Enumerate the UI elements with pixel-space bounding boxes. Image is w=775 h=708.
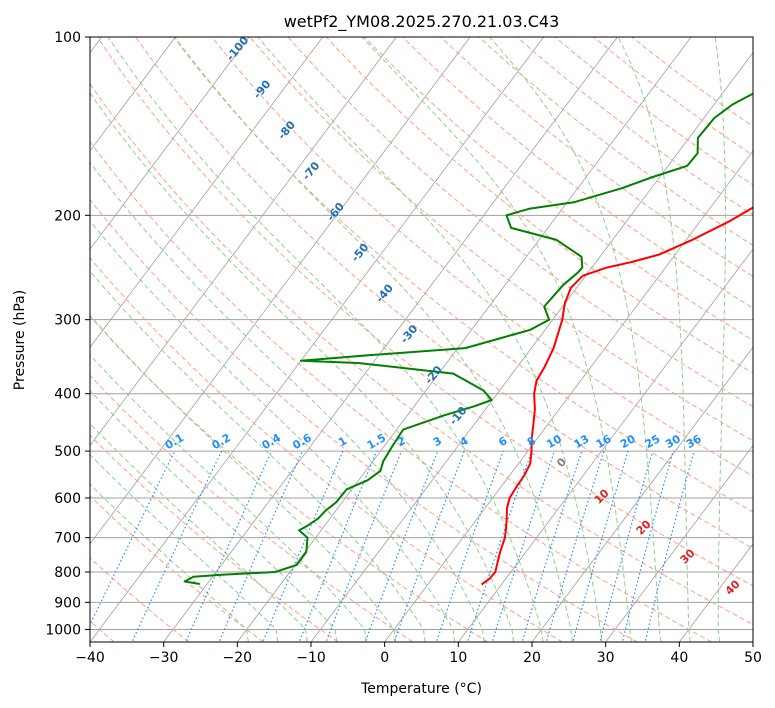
mixing-ratio-line [298,450,378,642]
isotherm-line [90,37,545,642]
y-tick-label: 300 [54,313,81,329]
dry-adiabat-line [90,374,414,642]
x-tick-label: 40 [670,650,688,666]
moist-adiabat-line [489,37,662,642]
x-tick-label: −20 [223,650,253,666]
y-tick-label: 900 [54,595,81,611]
dry-adiabat-line [90,557,190,642]
y-tick-label: 1000 [45,622,81,638]
moist-adiabat-line [90,314,397,642]
dry-adiabat-line [90,256,563,642]
moist-adiabat-line [90,483,249,642]
mixing-ratio-line [393,450,465,642]
plot-frame [89,36,754,643]
moist-adiabat-line [617,37,691,642]
dry-adiabat-line [135,37,753,550]
dry-adiabat-line [90,434,339,642]
y-tick-label: 200 [54,208,81,224]
moist-adiabat-line [90,389,338,642]
mixing-ratio-line [131,450,223,642]
dry-adiabat-line [90,495,264,642]
mixing-ratio-line [521,450,583,642]
mixing-ratio-line [644,450,695,642]
moist-adiabat-line [90,270,426,642]
isotherm-line [752,641,753,642]
x-tick-label: 0 [380,650,389,666]
x-tick-label: −40 [75,650,105,666]
isotherm-line [90,37,176,152]
y-axis-label: Pressure (hPa) [12,290,28,390]
temperature-profile [480,206,753,586]
y-tick-label: 400 [54,387,81,403]
mixing-ratio-line [435,450,504,642]
dewpoint-profile [183,92,753,585]
mixing-ratio-line [599,450,654,642]
moist-adiabat-line [107,37,544,642]
isotherm-line [90,37,250,250]
isotherm-line [237,37,692,642]
x-tick-label: 10 [449,650,467,666]
dry-adiabat-line [90,315,488,642]
moist-adiabat-line [90,92,515,642]
moist-adiabat-line [714,37,726,642]
isotherm-line [163,37,618,642]
dry-adiabat-line [90,83,753,625]
dry-adiabat-line [364,37,753,341]
x-tick-label: 30 [597,650,615,666]
y-tick-label: 500 [54,444,81,460]
y-tick-label: 600 [54,491,81,507]
moist-adiabat-line [90,220,456,642]
x-tick-label: −10 [296,650,326,666]
moist-adiabat-line [174,37,573,642]
dry-adiabat-line [325,37,753,374]
isotherm-line [90,37,324,348]
isotherm-line [384,150,753,642]
dry-adiabat-line [90,140,712,642]
isotherm-line [531,346,753,642]
isotherm-line [90,37,397,447]
dry-adiabat-line [173,37,753,513]
mixing-ratio-line [325,450,403,642]
mixing-ratio-line [572,450,629,642]
y-tick-label: 100 [54,30,81,46]
x-axis-label: Temperature (°C) [360,681,482,697]
dry-adiabat-line [211,37,753,477]
dry-adiabat-line [90,198,638,642]
moist-adiabat-line [90,354,367,642]
chart-title: wetPf2_YM08.2025.270.21.03.C43 [284,12,560,32]
dry-adiabat-line [249,37,753,442]
moist-adiabat-line [257,37,603,642]
y-tick-label: 800 [54,565,81,581]
mixing-ratio-line [545,450,605,642]
mixing-ratio-line [621,450,674,642]
moist-adiabat-line [90,423,308,642]
mixing-ratio-line [491,450,555,642]
x-tick-label: −30 [149,650,179,666]
x-tick-label: 50 [744,650,762,666]
dry-adiabat-line [402,37,753,309]
isotherm-line [90,37,471,545]
mixing-ratio-line [466,450,533,642]
moist-adiabat-line [90,161,485,642]
x-tick-label: 20 [523,650,541,666]
plot-background [90,37,753,642]
mixing-ratio-line [364,450,439,642]
isotherm-line [605,444,753,642]
moist-adiabat-line [361,37,632,642]
dry-adiabat-line [96,37,753,587]
isotherm-line [458,248,753,642]
y-tick-label: 700 [54,531,81,547]
